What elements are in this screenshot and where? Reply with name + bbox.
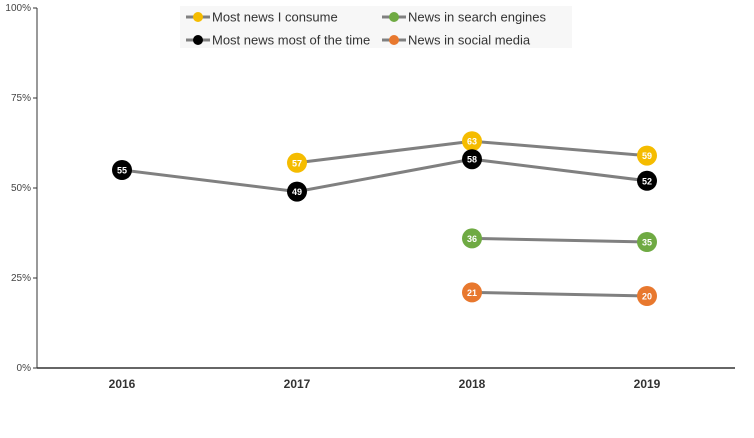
data-point (462, 131, 482, 152)
data-point (637, 232, 657, 252)
data-point (462, 282, 482, 303)
legend-marker (389, 12, 399, 22)
data-label: 36 (467, 234, 477, 244)
legend-marker (389, 35, 399, 45)
y-tick-label: 0% (17, 363, 32, 374)
data-point (637, 145, 657, 166)
data-points: 57 63 59 36 35 55 49 58 52 21 20 (112, 131, 657, 306)
y-tick-label: 75% (11, 93, 31, 104)
x-category-label: 2016 (109, 377, 136, 391)
y-tick-label: 25% (11, 273, 31, 284)
data-point (112, 160, 132, 180)
legend-background (180, 6, 572, 48)
data-label: 59 (642, 151, 652, 161)
data-label: 55 (117, 166, 127, 176)
data-label: 63 (467, 137, 477, 147)
data-label: 35 (642, 238, 652, 248)
data-point (462, 228, 482, 249)
x-category-label: 2017 (284, 377, 311, 391)
legend-marker (193, 12, 203, 22)
axes: 0% 25% 50% 75% 100% 2016 2017 2018 2019 (5, 3, 735, 391)
legend: Most news I consume News in search engine… (180, 6, 572, 48)
series-lines (121, 139, 648, 298)
y-tick-label: 50% (11, 183, 31, 194)
series-line (121, 157, 648, 194)
data-point (287, 152, 307, 173)
data-label: 52 (642, 176, 652, 186)
data-label: 58 (467, 155, 477, 165)
x-category-label: 2018 (459, 377, 486, 391)
data-point (637, 170, 657, 191)
data-point (637, 286, 657, 306)
data-label: 49 (292, 187, 302, 197)
legend-marker (193, 35, 203, 45)
legend-label: Most news most of the time (212, 33, 370, 48)
x-category-label: 2019 (634, 377, 661, 391)
series-line (471, 236, 648, 244)
legend-label: Most news I consume (212, 10, 338, 25)
data-label: 20 (642, 292, 652, 302)
data-label: 57 (292, 158, 302, 168)
data-label: 21 (467, 288, 477, 298)
data-point (462, 149, 482, 170)
legend-label: News in social media (408, 33, 531, 48)
legend-label: News in search engines (408, 10, 547, 25)
series-line (471, 290, 648, 298)
data-point (287, 181, 307, 202)
y-tick-label: 100% (5, 3, 31, 14)
